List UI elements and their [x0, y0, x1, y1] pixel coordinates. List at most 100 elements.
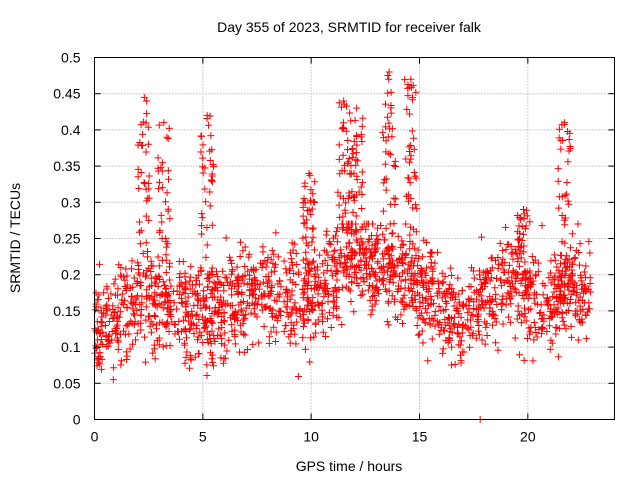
data-point	[203, 111, 211, 119]
data-point	[180, 316, 188, 324]
data-point	[155, 121, 163, 129]
data-point	[280, 257, 288, 265]
data-point	[197, 332, 205, 340]
data-point	[141, 358, 149, 366]
data-point	[231, 333, 239, 341]
data-point	[552, 323, 560, 331]
data-point	[387, 88, 395, 96]
data-point	[103, 283, 111, 291]
data-point	[339, 213, 347, 221]
data-point	[555, 193, 563, 201]
data-point	[154, 154, 162, 162]
data-point	[218, 340, 226, 348]
data-point	[165, 308, 173, 316]
data-point	[155, 300, 163, 308]
data-point	[390, 162, 398, 169]
data-point	[547, 269, 555, 277]
data-point	[392, 195, 400, 203]
data-point	[336, 192, 344, 200]
data-point	[405, 143, 413, 151]
data-point	[470, 274, 478, 282]
data-point	[341, 252, 349, 260]
data-point	[371, 300, 379, 308]
data-point	[554, 280, 562, 288]
data-point	[355, 249, 363, 257]
data-point	[546, 345, 554, 353]
data-point	[299, 323, 307, 331]
data-point	[405, 158, 413, 166]
data-point	[489, 321, 497, 329]
data-point	[543, 327, 551, 335]
data-point	[307, 186, 315, 194]
data-point	[113, 334, 121, 342]
data-point	[372, 284, 380, 292]
data-point	[374, 257, 382, 265]
data-point	[507, 287, 515, 295]
data-point	[585, 305, 593, 313]
y-tick-label: 0.2	[61, 267, 81, 283]
data-point	[445, 334, 453, 342]
data-point	[104, 295, 112, 303]
data-point	[208, 221, 216, 229]
data-point	[523, 206, 531, 214]
data-point	[292, 250, 300, 258]
data-point	[520, 304, 528, 312]
data-point	[241, 262, 249, 270]
data-point	[249, 291, 257, 299]
data-point	[234, 289, 242, 297]
data-point	[335, 141, 343, 149]
data-point	[223, 347, 231, 355]
data-point	[411, 295, 419, 303]
data-point	[137, 306, 145, 314]
data-point	[186, 364, 194, 372]
data-point	[567, 272, 575, 280]
data-point	[517, 319, 525, 327]
data-point	[580, 268, 588, 276]
data-point	[166, 259, 174, 267]
data-point	[241, 243, 249, 251]
data-point	[149, 349, 157, 357]
data-point	[347, 262, 355, 270]
data-point	[194, 296, 202, 304]
data-point	[143, 97, 151, 105]
data-point	[493, 300, 501, 308]
data-point	[147, 328, 155, 336]
data-point	[255, 339, 263, 347]
data-point	[190, 302, 198, 310]
data-point	[175, 291, 183, 299]
data-point	[159, 184, 167, 192]
data-point	[142, 303, 150, 311]
data-point	[380, 262, 388, 270]
data-point	[293, 318, 301, 326]
data-point	[182, 334, 190, 342]
data-point	[502, 223, 510, 231]
data-point	[348, 188, 356, 196]
data-point	[311, 246, 319, 254]
data-point	[202, 322, 210, 330]
data-point	[256, 280, 264, 288]
data-point	[162, 198, 170, 206]
data-point	[136, 271, 144, 279]
data-point	[117, 273, 125, 281]
data-point	[287, 255, 295, 263]
data-point	[470, 298, 478, 306]
data-point	[304, 315, 312, 323]
data-point	[431, 259, 439, 267]
data-point	[325, 290, 333, 298]
data-point	[142, 148, 150, 156]
data-point	[407, 294, 415, 302]
data-point	[288, 291, 296, 299]
data-point	[316, 251, 324, 259]
data-point	[197, 230, 205, 238]
data-point	[184, 293, 192, 301]
data-point	[378, 268, 386, 276]
data-point	[194, 336, 201, 344]
data-point	[210, 331, 218, 339]
data-point	[561, 280, 569, 288]
data-point	[305, 169, 313, 177]
data-point	[274, 253, 282, 261]
data-point	[457, 359, 465, 367]
x-tick-label: 20	[520, 429, 536, 445]
data-point	[512, 277, 520, 285]
data-point	[154, 164, 162, 172]
